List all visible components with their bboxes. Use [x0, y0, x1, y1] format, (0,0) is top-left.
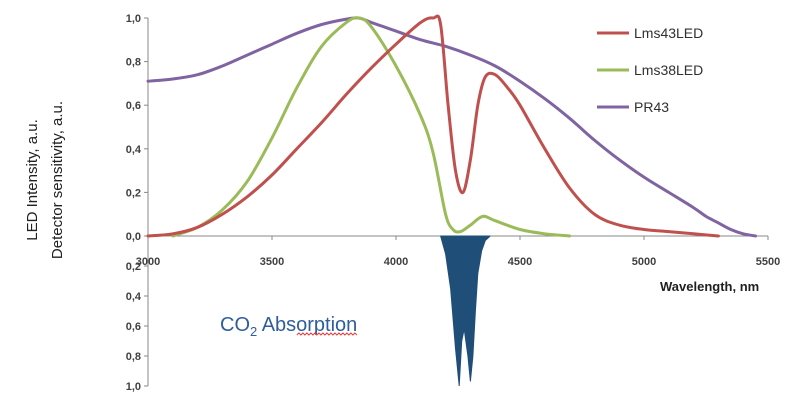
y-axis-title: LED Intensity, a.u. Detector sensitivity… — [24, 101, 66, 259]
x-tick-label: 3500 — [260, 256, 284, 268]
series-lines — [146, 14, 758, 238]
y-tick-label: 0,6 — [126, 321, 141, 333]
co2-absorption-area — [439, 235, 491, 387]
legend-label: Lms38LED — [634, 62, 703, 78]
co2-label-subscript: 2 — [250, 324, 257, 339]
y-axis-title-line-2: Detector sensitivity, a.u. — [49, 101, 66, 259]
co2-label-rest: Absorption — [257, 314, 357, 336]
y-tick-label: 0,2 — [126, 261, 141, 273]
x-tick-label: 3000 — [136, 256, 160, 268]
x-tick-label: 4500 — [508, 256, 532, 268]
y-ticks-bottom: 0,2 0,4 0,6 0,8 1,0 — [126, 261, 148, 393]
y-tick-label: 1,0 — [126, 13, 141, 25]
y-tick-label: 0,2 — [126, 187, 141, 199]
y-tick-label: 0,4 — [126, 144, 142, 156]
y-ticks-top: 0,0 0,2 0,4 0,6 0,8 1,0 — [126, 13, 148, 243]
co2-absorption-label: CO2 Absorption — [220, 314, 357, 339]
x-ticks: 3000 3500 4000 4500 5000 5500 — [136, 236, 780, 268]
spellcheck-underline — [296, 332, 358, 336]
y-tick-label: 0,6 — [126, 100, 141, 112]
y-tick-label: 0,8 — [126, 57, 141, 69]
series-line-lms43led — [146, 14, 720, 238]
co2-label-main: CO — [220, 314, 250, 336]
x-tick-label: 5500 — [756, 256, 780, 268]
series-line-lms38led — [171, 16, 572, 238]
legend-label: PR43 — [634, 99, 669, 115]
co2-absorption-band — [439, 235, 491, 387]
y-tick-label: 0,8 — [126, 351, 141, 363]
series-line-pr43 — [146, 16, 758, 238]
legend: Lms43LED Lms38LED PR43 — [597, 25, 703, 115]
y-tick-label: 1,0 — [126, 381, 141, 393]
y-tick-label: 0,0 — [126, 231, 141, 243]
legend-label: Lms43LED — [634, 25, 703, 41]
y-tick-label: 0,4 — [126, 291, 142, 303]
x-tick-label: 4000 — [384, 256, 408, 268]
x-tick-label: 5000 — [632, 256, 656, 268]
y-axis-title-line-1: LED Intensity, a.u. — [24, 119, 41, 240]
x-axis-title: Wavelength, nm — [660, 279, 759, 294]
